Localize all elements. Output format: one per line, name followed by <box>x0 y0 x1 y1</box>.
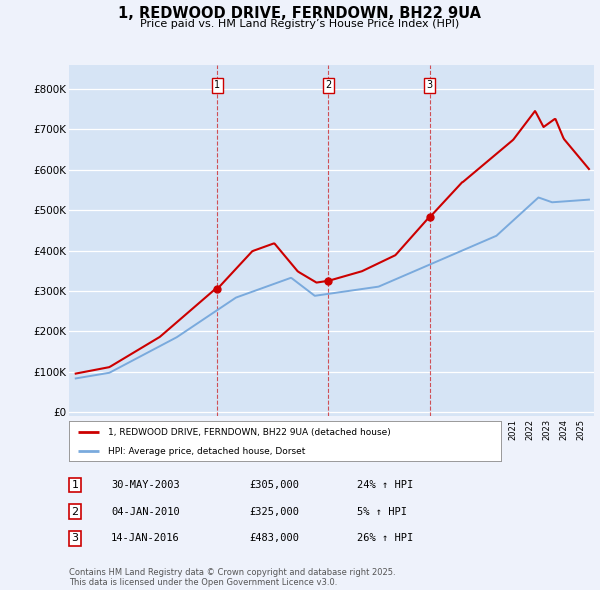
Text: £483,000: £483,000 <box>249 533 299 543</box>
Text: 30-MAY-2003: 30-MAY-2003 <box>111 480 180 490</box>
Text: Contains HM Land Registry data © Crown copyright and database right 2025.
This d: Contains HM Land Registry data © Crown c… <box>69 568 395 587</box>
Text: 3: 3 <box>427 80 433 90</box>
Text: 1: 1 <box>214 80 220 90</box>
Text: 14-JAN-2016: 14-JAN-2016 <box>111 533 180 543</box>
Text: 24% ↑ HPI: 24% ↑ HPI <box>357 480 413 490</box>
Text: 2: 2 <box>325 80 331 90</box>
Text: 1, REDWOOD DRIVE, FERNDOWN, BH22 9UA (detached house): 1, REDWOOD DRIVE, FERNDOWN, BH22 9UA (de… <box>108 428 391 437</box>
Text: 5% ↑ HPI: 5% ↑ HPI <box>357 507 407 516</box>
Text: 2: 2 <box>71 507 79 516</box>
Text: 04-JAN-2010: 04-JAN-2010 <box>111 507 180 516</box>
Text: 1: 1 <box>71 480 79 490</box>
Text: 3: 3 <box>71 533 79 543</box>
Text: £325,000: £325,000 <box>249 507 299 516</box>
Text: £305,000: £305,000 <box>249 480 299 490</box>
Text: HPI: Average price, detached house, Dorset: HPI: Average price, detached house, Dors… <box>108 447 305 456</box>
Text: Price paid vs. HM Land Registry’s House Price Index (HPI): Price paid vs. HM Land Registry’s House … <box>140 19 460 29</box>
Text: 1, REDWOOD DRIVE, FERNDOWN, BH22 9UA: 1, REDWOOD DRIVE, FERNDOWN, BH22 9UA <box>119 6 482 21</box>
Text: 26% ↑ HPI: 26% ↑ HPI <box>357 533 413 543</box>
